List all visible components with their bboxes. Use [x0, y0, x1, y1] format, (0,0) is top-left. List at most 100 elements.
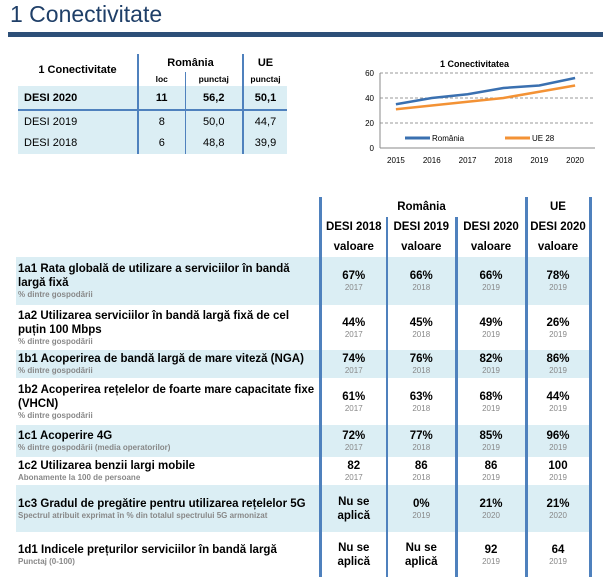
indicator-label: 1c3 Gradul de pregătire pentru utilizare…: [18, 498, 306, 510]
indicator-value: 82%: [458, 352, 525, 366]
summary-header: 1 Conectivitate: [18, 54, 138, 86]
romania-header: România: [387, 197, 456, 217]
indicator-label: 1a1 Rata globală de utilizare a servicii…: [18, 263, 290, 289]
col-header: DESI 2020: [456, 217, 526, 237]
eu-value: 50,1: [243, 86, 287, 110]
col-header: DESI 2018: [320, 217, 387, 237]
indicator-year: 2019: [528, 283, 589, 293]
indicator-year: 2019: [388, 511, 455, 521]
indicator-year: 2017: [322, 404, 387, 414]
indicator-value: 96%: [528, 429, 589, 443]
valoare-label: valoare: [526, 237, 590, 257]
indicator-year: 2018: [388, 443, 455, 453]
indicator-value: 82: [322, 459, 387, 473]
punctaj-header: punctaj: [185, 72, 243, 86]
score-value: 56,2: [185, 86, 243, 110]
loc-value: 11: [138, 86, 185, 110]
indicator-year: 2018: [388, 366, 455, 376]
row-label: DESI 2020: [18, 86, 138, 110]
indicator-year: 2019: [528, 473, 589, 483]
indicator-label: 1c2 Utilizarea benzii largi mobile: [18, 460, 195, 472]
indicator-unit: % dintre gospodării: [18, 290, 319, 300]
summary-table: 1 Conectivitate România UE loc punctaj p…: [18, 54, 287, 154]
col-header: DESI 2019: [387, 217, 456, 237]
indicator-value: 86: [388, 459, 455, 473]
indicator-year: 2018: [388, 473, 455, 483]
indicator-value: 66%: [458, 269, 525, 283]
indicator-row: 1c1 Acoperire 4G% dintre gospodării (med…: [16, 425, 590, 457]
x-tick-label: 2016: [423, 156, 441, 165]
row-label: DESI 2018: [18, 132, 138, 154]
indicator-value: 72%: [322, 429, 387, 443]
indicator-year: 2019: [528, 557, 589, 567]
indicator-value: 92: [458, 543, 525, 557]
indicator-value: 86: [458, 459, 525, 473]
indicator-year: 2019: [528, 404, 589, 414]
legend-label: UE 28: [532, 134, 555, 143]
indicator-value: 77%: [388, 429, 455, 443]
valoare-label: valoare: [320, 237, 387, 257]
valoare-label: valoare: [456, 237, 526, 257]
valoare-label: valoare: [387, 237, 456, 257]
x-tick-label: 2018: [495, 156, 513, 165]
indicator-label: 1a2 Utilizarea serviciilor în bandă larg…: [18, 310, 289, 336]
indicator-value: 44%: [528, 390, 589, 404]
indicator-label: 1d1 Indicele prețurilor serviciilor în b…: [18, 544, 277, 556]
indicator-unit: % dintre gospodării: [18, 366, 319, 376]
score-value: 50,0: [185, 110, 243, 132]
y-tick-label: 20: [365, 119, 374, 128]
indicator-unit: Punctaj (0-100): [18, 557, 319, 567]
score-value: 48,8: [185, 132, 243, 154]
indicator-value: 85%: [458, 429, 525, 443]
indicator-year: 2019: [458, 443, 525, 453]
indicator-year: 2017: [322, 283, 387, 293]
indicator-unit: Spectrul atribuit exprimat în % din tota…: [18, 511, 319, 521]
indicator-label: 1c1 Acoperire 4G: [18, 430, 112, 442]
x-tick-label: 2020: [566, 156, 584, 165]
indicator-value: 66%: [388, 269, 455, 283]
indicator-year: 2019: [458, 366, 525, 376]
indicator-row: 1a1 Rata globală de utilizare a servicii…: [16, 257, 590, 305]
indicator-value: 26%: [528, 316, 589, 330]
series-line-1: [396, 86, 575, 110]
indicator-value: Nu se aplică: [322, 541, 387, 569]
eu-header: UE: [526, 197, 590, 217]
indicator-unit: % dintre gospodării: [18, 337, 319, 347]
indicator-unit: Abonamente la 100 de persoane: [18, 473, 319, 483]
indicator-row: 1d1 Indicele prețurilor serviciilor în b…: [16, 532, 590, 577]
indicator-year: 2019: [528, 330, 589, 340]
indicator-value: 74%: [322, 352, 387, 366]
indicator-year: 2020: [458, 511, 525, 521]
indicator-year: 2019: [458, 404, 525, 414]
indicator-label: 1b1 Acoperirea de bandă largă de mare vi…: [18, 353, 304, 365]
page-title: 1 Conectivitate: [10, 1, 162, 28]
indicator-year: 2017: [322, 366, 387, 376]
indicator-value: 21%: [528, 497, 589, 511]
x-tick-label: 2017: [459, 156, 477, 165]
title-divider: [8, 32, 603, 37]
y-tick-label: 40: [365, 94, 374, 103]
summary-row: DESI 2020 11 56,2 50,1: [18, 86, 287, 110]
loc-value: 6: [138, 132, 185, 154]
indicator-year: 2019: [458, 283, 525, 293]
romania-header: România: [138, 54, 243, 72]
indicator-value: 76%: [388, 352, 455, 366]
indicator-value: 67%: [322, 269, 387, 283]
x-tick-label: 2019: [530, 156, 548, 165]
indicator-row: 1b2 Acoperirea rețelelor de foarte mare …: [16, 378, 590, 425]
indicator-year: 2020: [528, 511, 589, 521]
summary-row: DESI 2019 8 50,0 44,7: [18, 110, 287, 132]
y-tick-label: 0: [370, 144, 375, 153]
indicator-year: 2019: [528, 366, 589, 376]
indicator-unit: % dintre gospodării: [18, 411, 319, 421]
y-tick-label: 60: [365, 69, 374, 78]
indicator-value: 86%: [528, 352, 589, 366]
indicator-value: 0%: [388, 497, 455, 511]
indicator-year: 2017: [322, 330, 387, 340]
x-tick-label: 2015: [387, 156, 405, 165]
indicator-value: 64: [528, 543, 589, 557]
indicator-unit: % dintre gospodării (media operatorilor): [18, 443, 319, 453]
legend-label: România: [432, 134, 465, 143]
indicator-value: 61%: [322, 390, 387, 404]
summary-row: DESI 2018 6 48,8 39,9: [18, 132, 287, 154]
